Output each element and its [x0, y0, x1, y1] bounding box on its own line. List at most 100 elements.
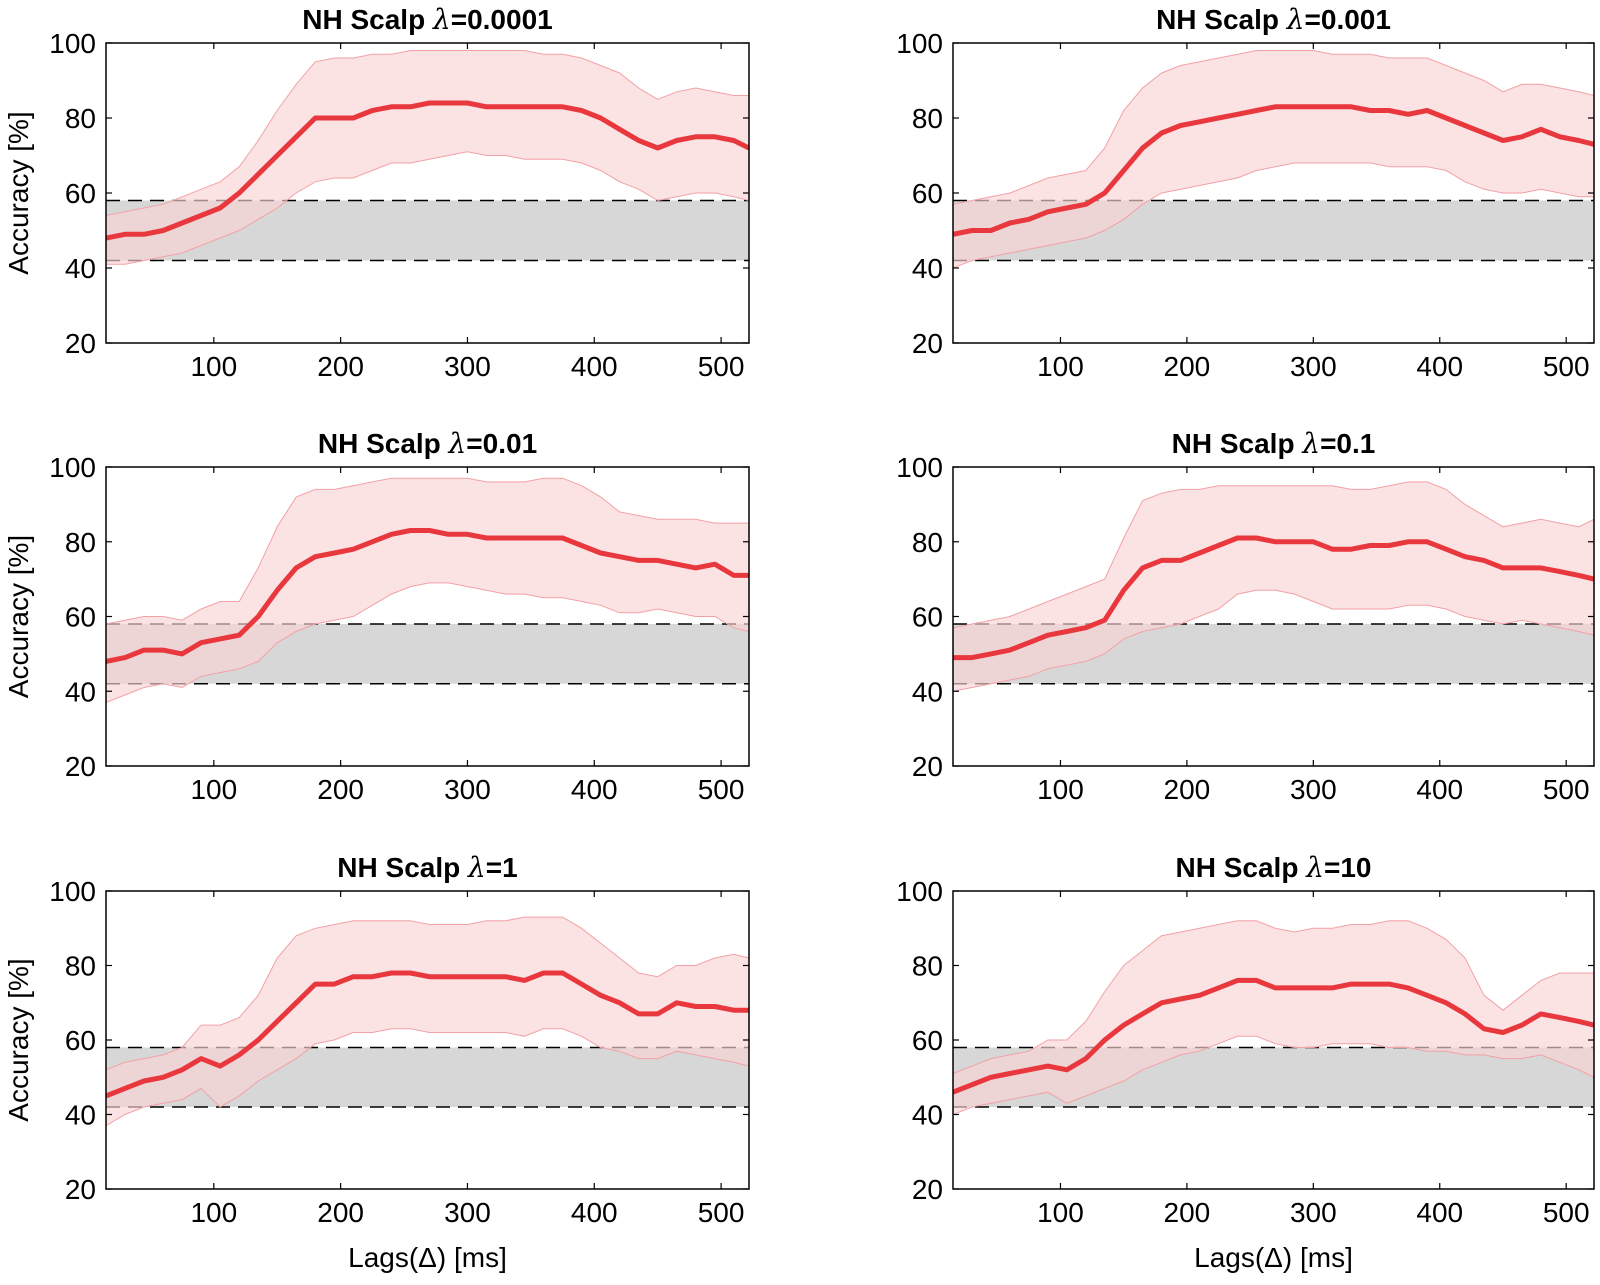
- x-tick-label: 400: [1416, 1197, 1463, 1228]
- y-tick-label: 80: [912, 951, 943, 982]
- confidence-band: [106, 916, 749, 1127]
- x-tick-label: 500: [698, 351, 745, 382]
- y-tick-label: 40: [912, 253, 943, 284]
- y-tick-label: 100: [49, 876, 96, 907]
- x-tick-label: 400: [571, 351, 618, 382]
- panel-title: NH Scalp λ=0.001: [1156, 3, 1391, 36]
- x-tick-label: 500: [698, 1197, 745, 1228]
- mean-accuracy-line: [953, 535, 1594, 661]
- panel-title-value: =0.0001: [451, 4, 553, 35]
- y-tick-label: 40: [65, 253, 96, 284]
- lambda-symbol: λ: [1305, 851, 1324, 884]
- lambda-symbol: λ: [467, 851, 486, 884]
- y-tick-label: 20: [912, 1174, 943, 1205]
- x-tick-label: 100: [1037, 351, 1084, 382]
- y-tick-label: 40: [912, 1100, 943, 1131]
- y-tick-label: 40: [912, 676, 943, 707]
- x-tick-label: 200: [1164, 1197, 1211, 1228]
- y-tick-label: 60: [912, 1025, 943, 1056]
- mean-accuracy-line: [106, 100, 749, 241]
- x-tick-label: 200: [1164, 774, 1211, 805]
- x-tick-label: 300: [1290, 351, 1337, 382]
- panel-title-prefix: NH Scalp: [1172, 428, 1303, 459]
- y-tick-label: 20: [65, 1174, 96, 1205]
- y-tick-label: 20: [65, 328, 96, 359]
- y-tick-label: 40: [65, 676, 96, 707]
- lambda-symbol: λ: [432, 3, 451, 36]
- y-tick-label: 80: [65, 103, 96, 134]
- x-axis-label: Lags(Δ) [ms]: [348, 1242, 507, 1273]
- y-tick-label: 60: [912, 178, 943, 209]
- panel-title-value: =0.1: [1320, 428, 1375, 459]
- x-tick-label: 100: [190, 351, 237, 382]
- panel-title-prefix: NH Scalp: [318, 428, 449, 459]
- panel-title-value: =1: [486, 852, 518, 883]
- x-tick-label: 300: [444, 1197, 491, 1228]
- panel-title: NH Scalp λ=1: [337, 851, 517, 884]
- confidence-band: [953, 50, 1594, 269]
- panel-title-value: =10: [1324, 852, 1372, 883]
- x-tick-label: 400: [1416, 774, 1463, 805]
- lambda-symbol: λ: [448, 427, 467, 460]
- chart-panel-5: 100 200 300 400 500 20 40 60 80 100 NH Scalp λ=1 Ac…: [3, 851, 750, 1273]
- panel-title-value: =0.01: [466, 428, 537, 459]
- panel-title: NH Scalp λ=0.01: [318, 427, 537, 460]
- mean-accuracy-line: [106, 970, 749, 1099]
- y-tick-label: 100: [896, 876, 943, 907]
- y-axis-label: Accuracy [%]: [3, 958, 34, 1121]
- panel-title-prefix: NH Scalp: [302, 4, 433, 35]
- mean-accuracy-line: [106, 528, 749, 664]
- chart-panel-6: 100 200 300 400 500 20 40 60 80 100 NH Scalp λ=10 L…: [896, 851, 1595, 1273]
- y-tick-label: 100: [896, 28, 943, 59]
- x-tick-label: 200: [317, 774, 364, 805]
- y-tick-label: 20: [65, 751, 96, 782]
- panel-title-prefix: NH Scalp: [1176, 852, 1307, 883]
- x-tick-label: 500: [698, 774, 745, 805]
- mean-accuracy-line: [953, 104, 1594, 237]
- x-axis-label: Lags(Δ) [ms]: [1194, 1242, 1353, 1273]
- x-tick-label: 500: [1543, 1197, 1590, 1228]
- x-tick-label: 500: [1543, 774, 1590, 805]
- y-tick-label: 100: [896, 452, 943, 483]
- confidence-band: [953, 920, 1594, 1116]
- y-tick-label: 100: [49, 28, 96, 59]
- y-tick-label: 80: [65, 951, 96, 982]
- confidence-band: [106, 477, 749, 704]
- x-tick-label: 200: [1164, 351, 1211, 382]
- panel-title: NH Scalp λ=10: [1176, 851, 1372, 884]
- confidence-band: [106, 50, 749, 265]
- x-tick-label: 300: [444, 351, 491, 382]
- panel-title-value: =0.001: [1305, 4, 1391, 35]
- y-tick-label: 100: [49, 452, 96, 483]
- x-tick-label: 400: [571, 1197, 618, 1228]
- y-tick-label: 80: [912, 103, 943, 134]
- x-tick-label: 300: [1290, 774, 1337, 805]
- x-tick-label: 100: [190, 1197, 237, 1228]
- y-axis-label: Accuracy [%]: [3, 111, 34, 274]
- x-tick-label: 100: [1037, 1197, 1084, 1228]
- chart-panel-2: 100 200 300 400 500 20 40 60 80 100 NH Scalp λ=0.0…: [896, 3, 1595, 382]
- panel-title-prefix: NH Scalp: [1156, 4, 1287, 35]
- y-tick-label: 60: [65, 178, 96, 209]
- y-tick-label: 60: [912, 602, 943, 633]
- x-tick-label: 200: [317, 1197, 364, 1228]
- y-tick-label: 80: [65, 527, 96, 558]
- y-tick-label: 20: [912, 751, 943, 782]
- x-tick-label: 100: [190, 774, 237, 805]
- y-tick-label: 40: [65, 1100, 96, 1131]
- panel-title-prefix: NH Scalp: [337, 852, 468, 883]
- y-tick-label: 60: [65, 1025, 96, 1056]
- x-tick-label: 300: [444, 774, 491, 805]
- x-tick-label: 400: [571, 774, 618, 805]
- x-tick-label: 400: [1416, 351, 1463, 382]
- lambda-symbol: λ: [1301, 427, 1320, 460]
- chart-panel-4: 100 200 300 400 500 20 40 60 80 100 NH Scalp λ=0.1: [896, 427, 1595, 805]
- panel-title: NH Scalp λ=0.1: [1172, 427, 1376, 460]
- x-tick-label: 500: [1543, 351, 1590, 382]
- confidence-band: [953, 481, 1594, 692]
- panel-title: NH Scalp λ=0.0001: [302, 3, 552, 36]
- lambda-symbol: λ: [1286, 3, 1305, 36]
- chart-panel-1: 100 200 300 400 500 20 40 60 80 100 NH Scalp λ=0.0…: [3, 3, 750, 382]
- y-tick-label: 20: [912, 328, 943, 359]
